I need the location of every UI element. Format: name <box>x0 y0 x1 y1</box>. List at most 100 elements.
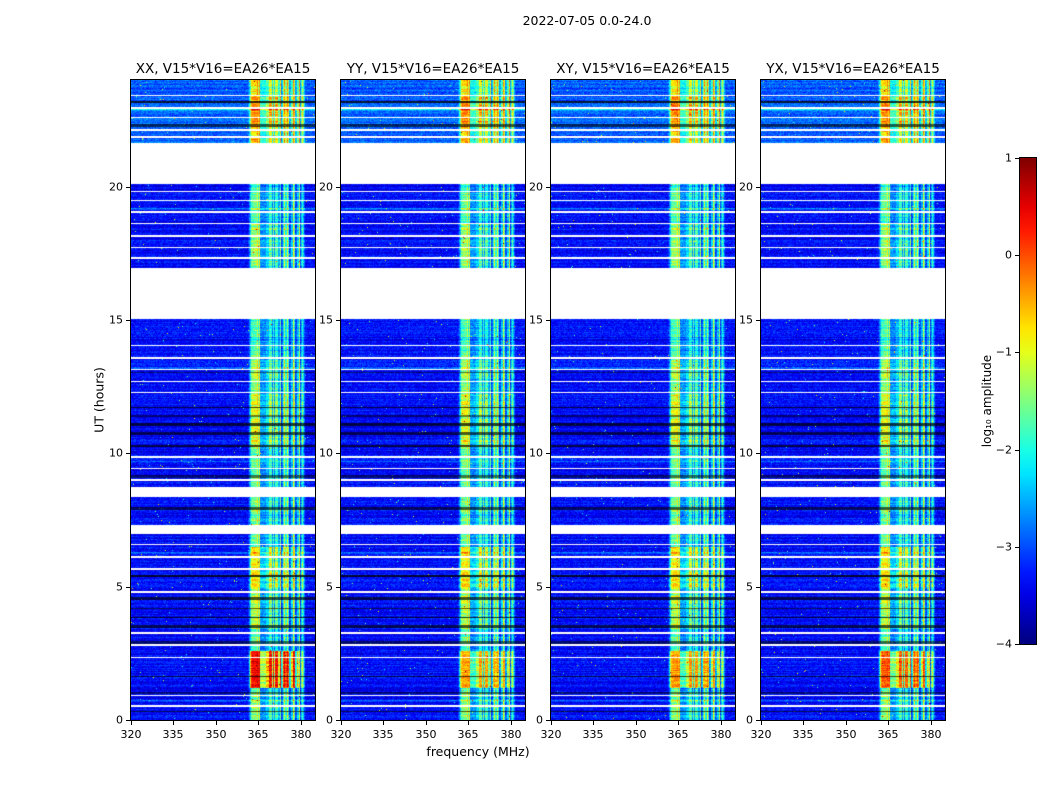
y-tick <box>336 320 340 321</box>
x-tick <box>593 721 594 725</box>
x-tick-label: 335 <box>372 728 394 741</box>
y-tick-label: 5 <box>116 580 123 594</box>
y-tick-label: 15 <box>739 313 753 327</box>
y-tick <box>756 187 760 188</box>
x-tick <box>341 721 342 725</box>
colorbar-tick-label: 0 <box>1005 248 1012 262</box>
spectrogram-panel-XX <box>130 79 316 721</box>
figure-title: 2022-07-05 0.0-24.0 <box>522 13 652 28</box>
y-tick-label: 15 <box>109 313 123 327</box>
y-tick <box>756 320 760 321</box>
y-tick-label: 10 <box>109 446 123 460</box>
x-tick-label: 380 <box>920 728 942 741</box>
y-tick <box>336 453 340 454</box>
y-tick <box>126 453 130 454</box>
y-tick <box>546 587 550 588</box>
y-tick <box>756 720 760 721</box>
y-tick-label: 5 <box>746 580 753 594</box>
x-tick <box>846 721 847 725</box>
x-tick-label: 320 <box>120 728 142 741</box>
y-tick <box>126 587 130 588</box>
x-tick <box>468 721 469 725</box>
y-tick <box>546 453 550 454</box>
spectrogram-canvas-YX <box>761 80 945 720</box>
y-axis-label: UT (hours) <box>91 367 107 433</box>
colorbar <box>1019 157 1037 645</box>
y-tick <box>756 587 760 588</box>
x-tick <box>131 721 132 725</box>
x-tick-label: 335 <box>792 728 814 741</box>
y-tick-label: 5 <box>326 580 333 594</box>
x-tick-label: 320 <box>750 728 772 741</box>
y-tick-label: 10 <box>529 446 543 460</box>
x-tick <box>678 721 679 725</box>
y-tick-label: 20 <box>109 180 123 194</box>
x-tick-label: 365 <box>457 728 479 741</box>
y-tick <box>546 187 550 188</box>
x-tick <box>173 721 174 725</box>
colorbar-tick-label: −3 <box>995 540 1012 554</box>
colorbar-tick <box>1015 158 1019 159</box>
x-tick <box>761 721 762 725</box>
y-tick <box>126 320 130 321</box>
x-tick-label: 380 <box>710 728 732 741</box>
x-tick <box>636 721 637 725</box>
colorbar-tick <box>1015 450 1019 451</box>
x-tick-label: 365 <box>877 728 899 741</box>
y-tick <box>546 720 550 721</box>
y-tick-label: 0 <box>746 713 753 727</box>
colorbar-tick-label: −4 <box>995 637 1012 651</box>
x-tick-label: 350 <box>835 728 857 741</box>
colorbar-tick <box>1015 644 1019 645</box>
y-tick <box>546 320 550 321</box>
x-tick-label: 335 <box>162 728 184 741</box>
panel-title-YX: YX, V15*V16=EA26*EA15 <box>766 61 940 77</box>
colorbar-tick-label: 1 <box>1005 151 1012 165</box>
x-tick-label: 365 <box>667 728 689 741</box>
y-tick <box>126 720 130 721</box>
y-tick-label: 20 <box>319 180 333 194</box>
colorbar-tick <box>1015 547 1019 548</box>
x-tick <box>888 721 889 725</box>
spectrogram-panel-XY <box>550 79 736 721</box>
y-tick-label: 0 <box>116 713 123 727</box>
y-tick-label: 15 <box>319 313 333 327</box>
spectrogram-canvas-YY <box>341 80 525 720</box>
panel-title-XY: XY, V15*V16=EA26*EA15 <box>556 61 730 77</box>
x-tick <box>511 721 512 725</box>
x-tick-label: 320 <box>540 728 562 741</box>
y-tick-label: 15 <box>529 313 543 327</box>
y-tick <box>336 720 340 721</box>
x-axis-label: frequency (MHz) <box>426 744 530 759</box>
y-tick-label: 0 <box>536 713 543 727</box>
colorbar-tick-label: −1 <box>995 345 1012 359</box>
x-tick <box>426 721 427 725</box>
y-tick-label: 5 <box>536 580 543 594</box>
spectrogram-panel-YY <box>340 79 526 721</box>
x-tick-label: 350 <box>625 728 647 741</box>
x-tick <box>551 721 552 725</box>
spectrogram-canvas-XX <box>131 80 315 720</box>
x-tick <box>301 721 302 725</box>
x-tick <box>931 721 932 725</box>
y-tick-label: 20 <box>529 180 543 194</box>
colorbar-tick <box>1015 352 1019 353</box>
y-tick <box>336 587 340 588</box>
x-tick <box>216 721 217 725</box>
y-tick <box>756 453 760 454</box>
x-tick <box>721 721 722 725</box>
colorbar-tick-label: −2 <box>995 443 1012 457</box>
x-tick <box>803 721 804 725</box>
x-tick-label: 380 <box>290 728 312 741</box>
y-tick-label: 0 <box>326 713 333 727</box>
colorbar-label: log₁₀ amplitude <box>980 354 994 448</box>
spectrogram-canvas-XY <box>551 80 735 720</box>
colorbar-tick <box>1015 255 1019 256</box>
y-tick-label: 10 <box>319 446 333 460</box>
y-tick <box>126 187 130 188</box>
x-tick-label: 350 <box>415 728 437 741</box>
panel-title-YY: YY, V15*V16=EA26*EA15 <box>346 61 520 77</box>
spectrogram-panel-YX <box>760 79 946 721</box>
x-tick-label: 320 <box>330 728 352 741</box>
